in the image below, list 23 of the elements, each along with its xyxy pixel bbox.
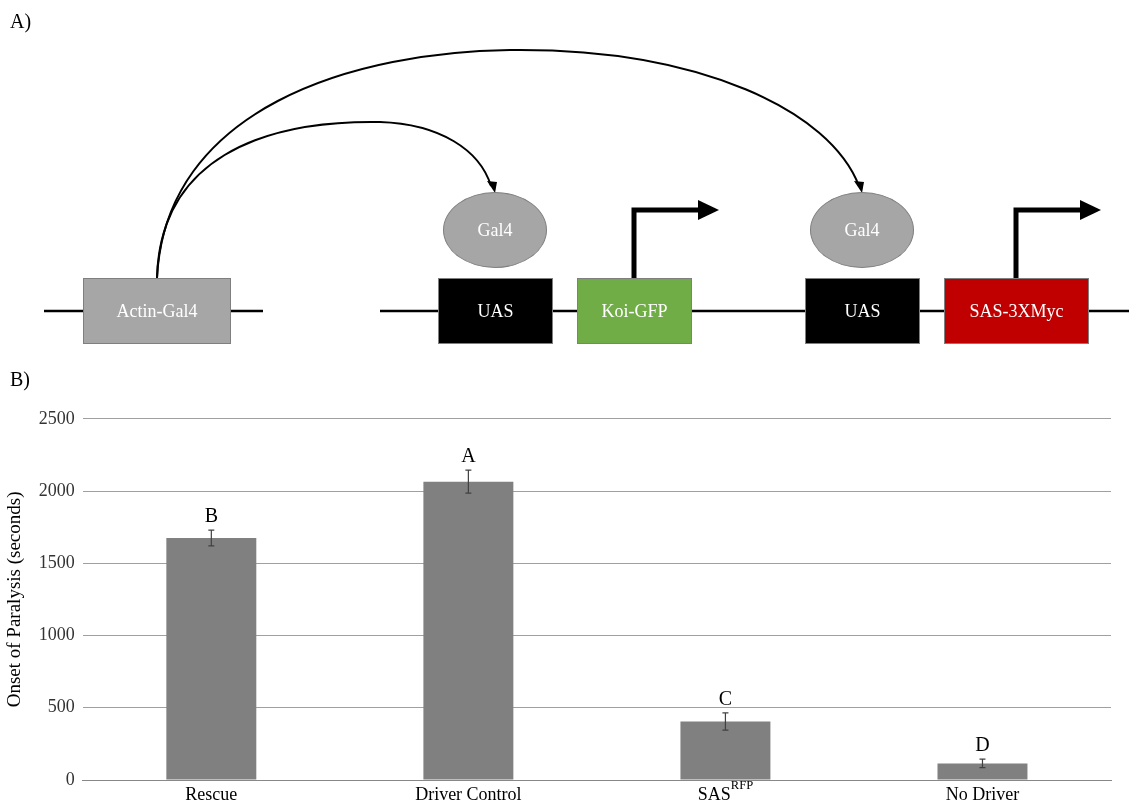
protein-ellipse: Gal4 bbox=[443, 192, 547, 268]
protein-ellipse: Gal4 bbox=[810, 192, 914, 268]
chart-title: B) bbox=[10, 368, 30, 391]
y-tick-label: 0 bbox=[65, 768, 75, 789]
gene-box: UAS bbox=[805, 278, 920, 344]
y-tick-label: 2000 bbox=[38, 479, 75, 500]
annotation: A bbox=[461, 444, 477, 467]
gene-box: SAS-3XMyc bbox=[944, 278, 1089, 344]
y-tick-label: 1000 bbox=[38, 624, 75, 645]
y-tick-label: 1500 bbox=[38, 552, 75, 573]
gene-box: UAS bbox=[438, 278, 553, 344]
y-tick-label: 500 bbox=[47, 696, 75, 717]
gene-box: Actin-Gal4 bbox=[83, 278, 231, 344]
gene-box: Koi-GFP bbox=[577, 278, 692, 344]
text: A) bbox=[10, 10, 32, 32]
y-axis-title: Onset of Paralysis (seconds) bbox=[3, 491, 26, 708]
y-tick-label: 2500 bbox=[38, 407, 75, 428]
annotation: C bbox=[718, 686, 733, 709]
x-tick-label: No Driver bbox=[945, 783, 1020, 804]
x-tick-label: Rescue bbox=[185, 783, 238, 804]
x-tick-label: Driver Control bbox=[415, 783, 522, 804]
annotation: B bbox=[204, 504, 218, 527]
annotation: D bbox=[975, 733, 990, 756]
